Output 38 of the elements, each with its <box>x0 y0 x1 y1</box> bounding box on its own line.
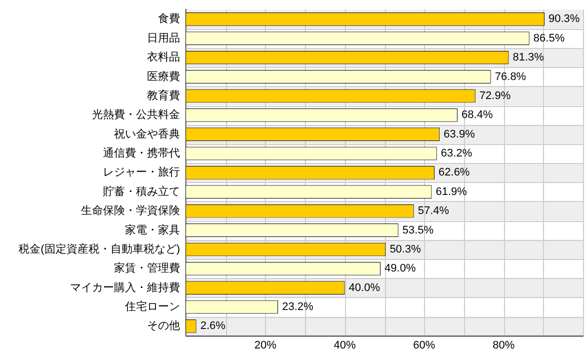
data-label: 23.2% <box>282 301 314 314</box>
y-tick-label: 食費 <box>158 12 180 26</box>
data-label: 61.9% <box>436 186 468 198</box>
y-tick-label: 貯蓄・積み立て <box>103 184 180 198</box>
y-tick-label: マイカー購入・維持費 <box>70 280 180 294</box>
x-tick-label: 80% <box>492 339 515 352</box>
data-label: 62.6% <box>438 166 470 179</box>
data-label: 40.0% <box>348 282 380 294</box>
data-label: 72.9% <box>479 90 511 102</box>
y-tick-label: その他 <box>147 320 180 332</box>
y-tick-label: 日用品 <box>147 32 180 44</box>
data-label: 68.4% <box>462 109 493 122</box>
y-tick-label: 通信費・携帯代 <box>103 146 180 160</box>
y-tick-label: 医療費 <box>147 70 180 83</box>
data-label: 81.3% <box>512 52 544 64</box>
x-tick-label: 60% <box>413 339 436 352</box>
data-label: 49.0% <box>384 262 416 275</box>
y-tick-label: 家電・家具 <box>125 223 180 236</box>
x-tick-label: 20% <box>254 339 277 352</box>
y-tick-label: 住宅ローン <box>125 300 180 314</box>
data-label: 90.3% <box>548 13 580 26</box>
data-label: 86.5% <box>533 32 565 44</box>
y-tick-label: 衣料品 <box>147 50 180 64</box>
y-tick-label: 生命保険・学資保険 <box>81 204 180 218</box>
y-tick-label: 税金(固定資産税・自動車税など) <box>18 242 180 256</box>
y-tick-label: 教育費 <box>147 88 180 102</box>
x-tick-label: 40% <box>334 339 356 352</box>
data-label: 63.2% <box>440 148 472 160</box>
data-label: 57.4% <box>418 205 450 218</box>
y-tick-label: 家賃・管理費 <box>114 262 180 275</box>
data-label: 63.9% <box>444 128 476 140</box>
y-tick-label: 光熱費・公共料金 <box>92 108 180 122</box>
data-label: 2.6% <box>200 320 226 332</box>
data-label: 50.3% <box>390 243 422 256</box>
data-label: 76.8% <box>494 70 526 83</box>
y-tick-label: レジャー・旅行 <box>103 166 180 179</box>
data-label: 53.5% <box>402 224 434 236</box>
y-tick-label: 祝い金や香典 <box>114 127 180 140</box>
